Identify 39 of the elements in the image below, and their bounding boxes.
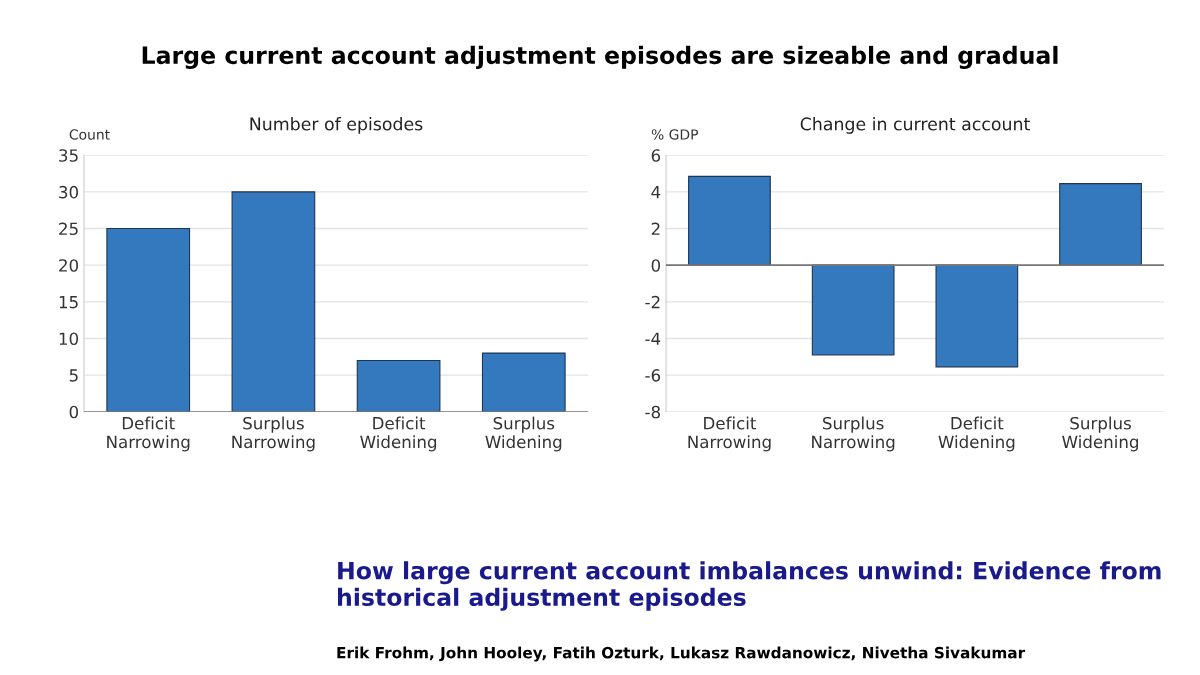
text: How large current account imbalances unwind: Evidence from historical adjustment episodes xyxy=(337,561,1161,611)
y-tick-label: 0 xyxy=(69,405,79,419)
y-tick-label: 10 xyxy=(59,332,79,346)
x-tick-label: Surplus Widening xyxy=(1062,416,1138,452)
y-tick-label: 4 xyxy=(651,186,661,199)
y-tick-label: 6 xyxy=(651,149,661,162)
bar xyxy=(688,175,771,266)
y-tick-label: 30 xyxy=(59,185,79,199)
bar xyxy=(935,264,1019,368)
text: Erik Frohm, John Hooley, Fatih Ozturk, Lukasz Rawdanowicz, Nivetha Sivakumar xyxy=(337,646,1026,662)
y-tick-label: -4 xyxy=(645,332,661,345)
bar xyxy=(106,227,191,412)
bar xyxy=(481,352,566,412)
bar xyxy=(231,191,316,412)
x-tick-label: Surplus Widening xyxy=(485,416,562,452)
y-tick-label: 20 xyxy=(59,259,79,272)
bar xyxy=(1059,183,1142,266)
bar xyxy=(811,264,895,356)
y-tick-label: -8 xyxy=(645,405,660,419)
bar xyxy=(356,359,441,412)
x-tick-label: Deficit Narrowing xyxy=(107,416,190,452)
text: Large current account adjustment episodes are sizeable and gradual xyxy=(142,45,1058,69)
y-tick-label: 15 xyxy=(59,296,78,309)
y-tick-label: 5 xyxy=(69,369,78,382)
x-tick-label: Surplus Narrowing xyxy=(812,416,895,452)
x-tick-label: Surplus Narrowing xyxy=(232,416,315,452)
x-tick-label: Deficit Widening xyxy=(360,416,437,452)
chart-title: Change in current account xyxy=(800,117,1030,134)
y-tick-label: 35 xyxy=(59,149,78,162)
x-tick-label: Deficit Narrowing xyxy=(688,416,771,452)
y-tick-label: 0 xyxy=(651,259,661,272)
y-tick-label: 2 xyxy=(651,222,660,235)
y-tick-label: -6 xyxy=(645,369,661,382)
y-axis-title: Count xyxy=(69,129,110,140)
x-tick-label: Deficit Widening xyxy=(938,416,1015,452)
y-tick-label: 25 xyxy=(59,222,78,236)
y-tick-label: -2 xyxy=(645,295,660,309)
chart-title: Number of episodes xyxy=(250,117,423,134)
y-axis-title: % GDP xyxy=(651,129,699,140)
